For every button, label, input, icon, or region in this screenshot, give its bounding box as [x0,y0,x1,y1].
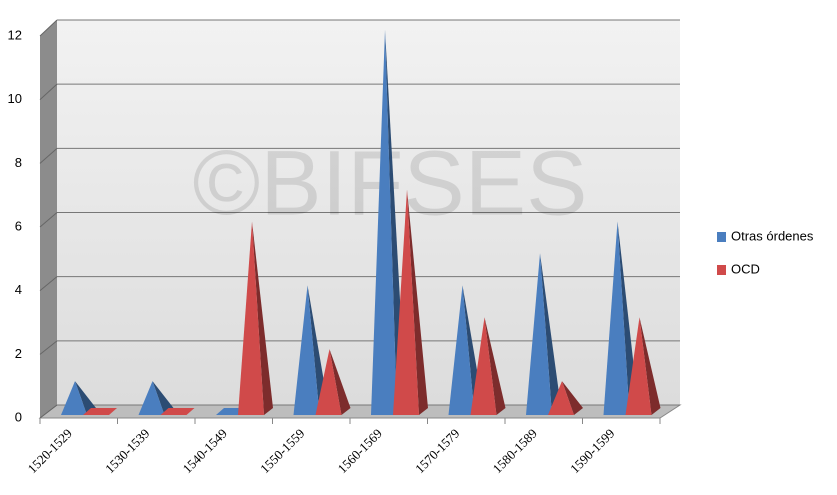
pyramid-front [138,381,165,415]
pyramid-side [484,317,506,415]
pyramid-side [639,317,661,415]
pyramid-front [603,221,630,415]
grid-line [39,276,58,292]
y-tick-label: 12 [8,27,22,42]
pyramid-front [393,189,419,415]
pyramid-front [526,253,552,415]
x-tick-label: 1560-1569 [335,426,385,476]
pyramid-side [75,381,96,415]
floor [38,404,682,419]
x-tick-label: 1520-1529 [25,426,75,476]
pyramid-side [152,381,174,415]
pyramid-front [238,221,264,415]
x-tick-label: 1590-1599 [567,426,617,476]
x-tick-label: 1570-1579 [412,426,462,476]
pyramid-flat [160,408,195,415]
pyramid-front [371,30,397,415]
pyramid [315,349,351,415]
pyramid-front [548,381,574,415]
pyramid-side [562,381,583,415]
pyramid [160,408,195,415]
grid-line [39,340,58,355]
pyramid [61,381,96,415]
grid-line [39,19,58,37]
y-tick-label: 4 [15,282,22,297]
pyramid-front [61,381,87,415]
y-tick-label: 10 [8,91,22,106]
pyramid-side [540,253,561,415]
grid-line [39,83,58,101]
x-tick-label: 1580-1589 [490,426,540,476]
pyramid-front [625,317,652,415]
grid-line [39,147,58,164]
grid [39,19,680,419]
pyramid [138,381,174,415]
pyramid [625,317,661,415]
y-tick-label: 0 [15,409,22,424]
legend-swatch [717,265,726,275]
pyramid-side [329,349,351,415]
y-tick-label: 2 [15,346,22,361]
legend-label: Otras órdenes [731,228,814,243]
side-wall [40,20,57,418]
pyramid-front [315,349,342,415]
x-tick-label: 1530-1539 [102,426,152,476]
legend-label: OCD [731,261,760,276]
grid-line [39,212,58,228]
pyramid [470,317,506,415]
x-tick-label: 1540-1549 [180,426,230,476]
legend-swatch [717,232,726,242]
pyramid-front [293,285,320,415]
pyramid [548,381,583,415]
y-tick-label: 8 [15,155,22,170]
pyramid [83,408,117,415]
grid-line [39,404,58,419]
pyramid-side [407,189,428,415]
plot [61,30,661,415]
pyramid [393,189,428,415]
pyramid [526,253,561,415]
pyramid-flat [83,408,117,415]
pyramid-front [470,317,497,415]
x-tick-label: 1550-1559 [257,426,307,476]
pyramid-side [252,221,273,415]
pyramid-front [448,285,475,415]
y-tick-label: 6 [15,218,22,233]
pyramid [238,221,273,415]
